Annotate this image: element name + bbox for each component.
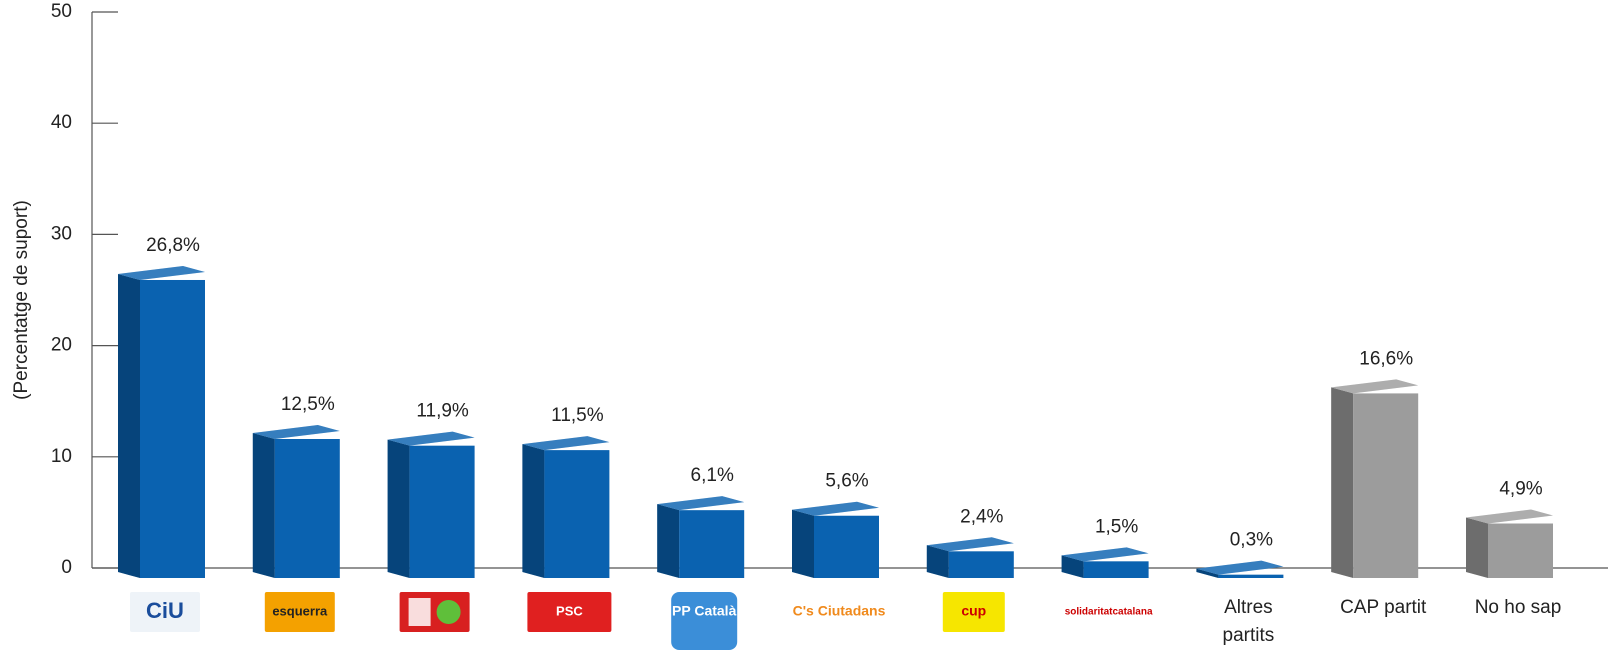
bar-highlight	[926, 537, 1014, 552]
bar-shade	[657, 504, 680, 578]
x-tick-label: PP Català	[672, 603, 737, 619]
x-tick-label: CiU	[146, 598, 184, 623]
bar-highlight	[387, 431, 475, 446]
x-tick-label: esquerra	[272, 603, 328, 618]
value-label: 0,3%	[1230, 530, 1273, 551]
bar-top	[118, 265, 205, 280]
value-label: 4,9%	[1499, 479, 1542, 500]
bar-shade	[118, 273, 140, 578]
bar-side	[1466, 517, 1488, 578]
party-logo	[1063, 592, 1154, 632]
logo-mark	[408, 598, 431, 626]
y-tick-label: 50	[51, 1, 72, 22]
party-logo	[797, 592, 881, 632]
bar-side	[252, 433, 275, 578]
bar-highlight	[657, 496, 745, 511]
party-logo	[264, 592, 335, 632]
bar-shade	[1061, 555, 1084, 578]
x-tick-label: cup	[961, 603, 986, 619]
y-tick-label: 10	[51, 446, 72, 467]
bar-highlight	[1466, 509, 1553, 524]
bar	[1083, 561, 1149, 578]
value-label: 11,9%	[416, 401, 469, 422]
bar-highlight	[792, 501, 879, 516]
bar	[948, 551, 1014, 578]
bar-top	[1061, 547, 1149, 562]
bar-side	[792, 509, 814, 578]
bar	[140, 279, 205, 578]
bar-top	[1196, 560, 1284, 575]
x-tick-label: solidaritatcatalana	[1065, 607, 1153, 618]
bar-top	[657, 496, 745, 511]
bar	[814, 515, 879, 578]
bar-shade	[387, 439, 410, 578]
bar	[409, 445, 475, 578]
bar-top	[926, 537, 1014, 552]
bar	[1488, 523, 1553, 578]
bar-highlight	[1061, 547, 1149, 562]
x-tick-label: CAP partit	[1340, 597, 1427, 618]
value-label: 12,5%	[281, 394, 335, 415]
value-label: 11,5%	[551, 405, 604, 426]
bar-top	[522, 436, 610, 451]
party-logo	[671, 592, 738, 650]
value-label: 6,1%	[691, 465, 734, 486]
bar-side	[1196, 568, 1219, 578]
bar-side	[657, 504, 680, 578]
party-logo	[130, 592, 200, 632]
x-tick-label: Altres partits	[1223, 597, 1275, 646]
x-tick-label: No ho sap	[1475, 597, 1562, 618]
bar-shade	[252, 433, 275, 578]
bar-shade	[1331, 387, 1354, 578]
bar-side	[1061, 555, 1084, 578]
y-tick-label: 40	[51, 112, 72, 133]
bar	[1218, 574, 1284, 578]
y-tick-label: 20	[51, 335, 72, 356]
bar-side	[118, 273, 140, 578]
logo-sun	[436, 600, 461, 624]
bar-highlight	[118, 265, 205, 280]
bar-highlight	[252, 425, 340, 439]
bar-shade	[926, 545, 949, 578]
bar	[679, 510, 745, 578]
y-axis-label: (Percentatge de suport)	[11, 200, 32, 400]
bar	[274, 439, 340, 578]
bar-top	[252, 425, 340, 439]
bar-highlight	[522, 436, 610, 451]
bar-side	[1331, 387, 1354, 578]
value-label: 1,5%	[1095, 516, 1138, 537]
bar-side	[926, 545, 949, 578]
party-logo	[527, 592, 612, 632]
bar-shade	[1466, 517, 1488, 578]
y-tick-label: 0	[61, 557, 72, 578]
value-label: 16,6%	[1359, 348, 1413, 369]
bar-highlight	[1331, 379, 1419, 394]
x-tick-label: C's Ciutadans	[793, 603, 886, 619]
value-label: 26,8%	[146, 235, 200, 256]
y-tick-label: 30	[51, 223, 72, 244]
value-label: 5,6%	[825, 471, 868, 492]
x-tick-label: PSC	[556, 603, 583, 618]
bar-shade	[522, 444, 545, 578]
bar-top	[1331, 379, 1419, 394]
bar-top	[1466, 509, 1553, 524]
bar-shade	[1196, 568, 1219, 578]
bar-side	[387, 439, 410, 578]
bar-top	[387, 431, 475, 446]
bar-top	[792, 501, 879, 516]
bar	[544, 450, 610, 578]
value-label: 2,4%	[960, 506, 1003, 527]
bar-side	[522, 444, 545, 578]
party-logo	[942, 592, 1005, 632]
bar-shade	[792, 509, 814, 578]
bar	[1353, 393, 1419, 578]
bar-highlight	[1196, 560, 1284, 575]
